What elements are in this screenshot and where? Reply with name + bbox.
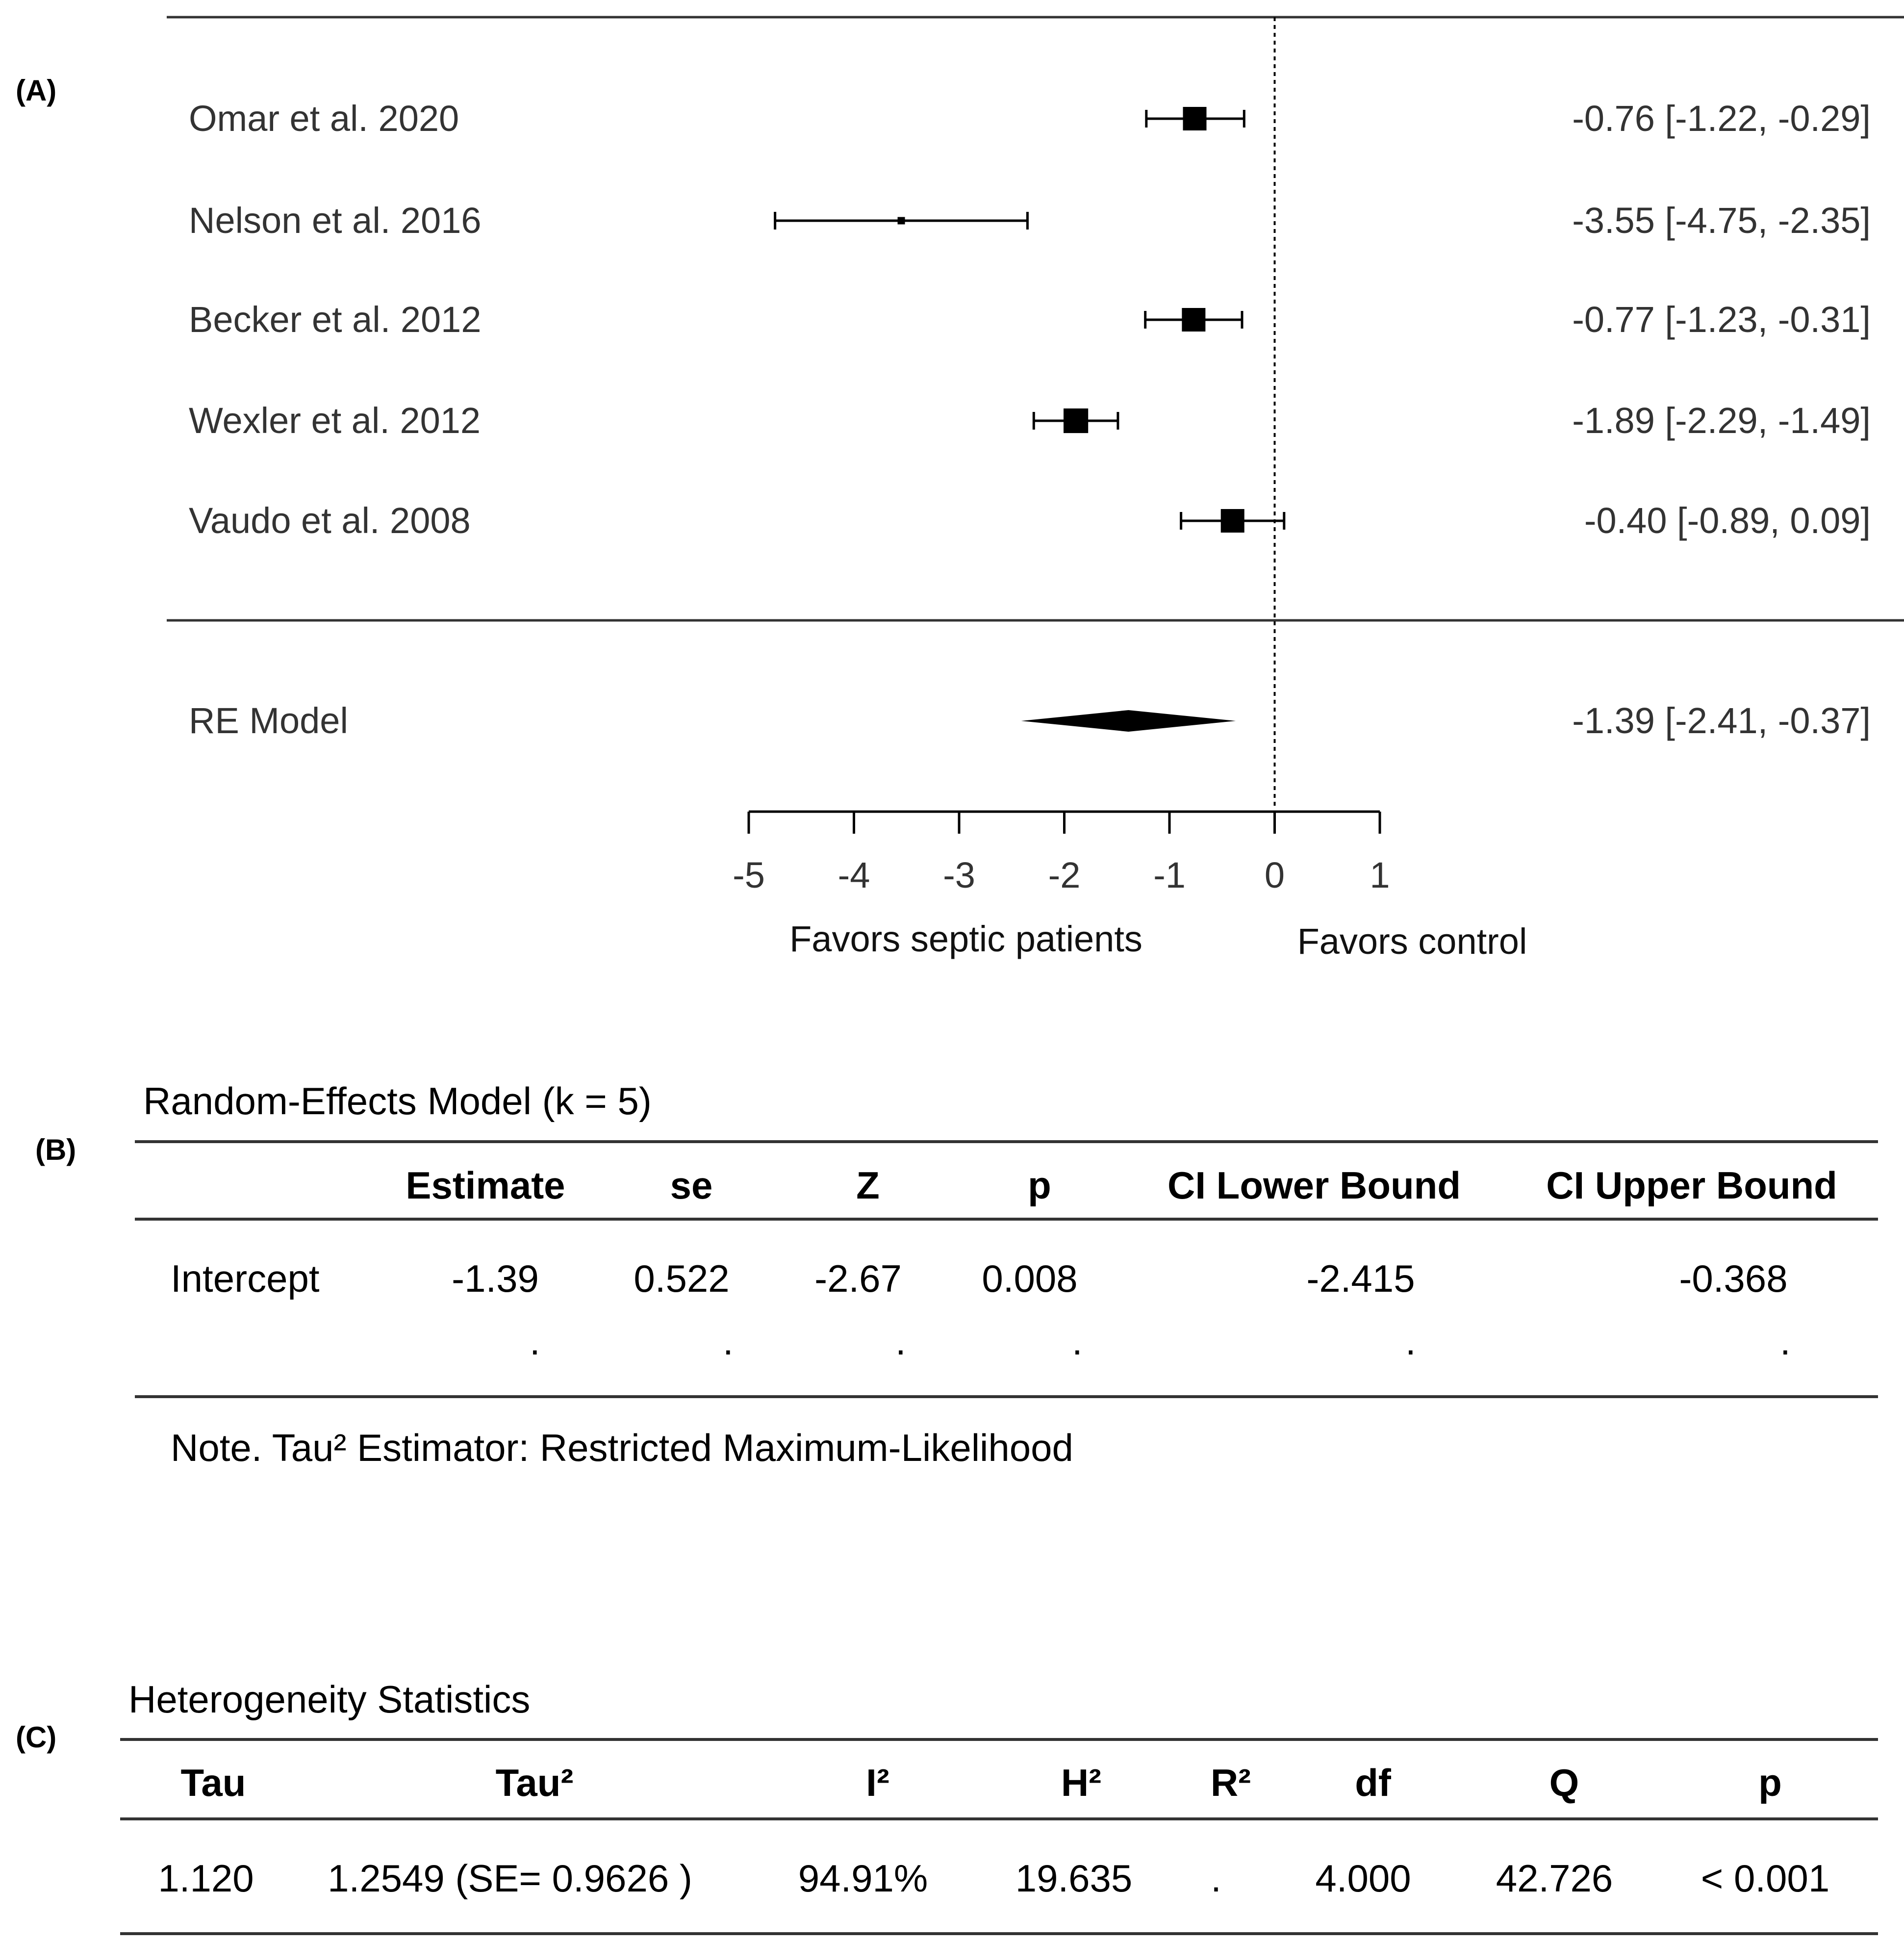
table-b-cell: 0.008: [982, 1257, 1078, 1300]
table-b-row-label: Intercept: [171, 1257, 320, 1300]
summary-text: -1.39 [-2.41, -0.37]: [1572, 700, 1871, 741]
table-b-header: Z: [856, 1164, 880, 1207]
point-estimate: [1182, 308, 1206, 332]
study-label: Nelson et al. 2016: [189, 200, 482, 241]
table-c-header: Tau: [180, 1761, 246, 1804]
study-label: Becker et al. 2012: [189, 299, 481, 340]
favors-right-label: Favors control: [1297, 921, 1527, 962]
summary-diamond: [1021, 710, 1236, 732]
table-c-cell: 4.000: [1315, 1857, 1411, 1900]
table-c-header: p: [1758, 1761, 1782, 1804]
table-b-note: Note. Tau² Estimator: Restricted Maximum…: [171, 1426, 1073, 1469]
table-b-dot: .: [530, 1320, 540, 1363]
table-b-dot: .: [723, 1320, 734, 1363]
x-tick-label: -1: [1153, 855, 1186, 895]
table-c-cell: 1.2549 (SE= 0.9626 ): [328, 1857, 692, 1900]
table-b-header: se: [670, 1164, 713, 1207]
table-b-dot: .: [1072, 1320, 1083, 1363]
table-c-cell: 1.120: [158, 1857, 254, 1900]
panel-label-b: (B): [35, 1133, 76, 1166]
estimate-text: -0.40 [-0.89, 0.09]: [1584, 500, 1871, 541]
estimate-text: -1.89 [-2.29, -1.49]: [1572, 400, 1871, 441]
x-tick-label: 0: [1265, 855, 1285, 895]
estimate-text: -0.76 [-1.22, -0.29]: [1572, 98, 1871, 139]
table-b-title: Random-Effects Model (k = 5): [143, 1079, 652, 1123]
favors-left-label: Favors septic patients: [789, 919, 1142, 959]
table-b-header: p: [1028, 1164, 1051, 1207]
panel-label-c: (C): [16, 1721, 57, 1754]
summary-label: RE Model: [189, 700, 348, 741]
table-b-dot: .: [1780, 1320, 1791, 1363]
table-c-title: Heterogeneity Statistics: [128, 1678, 531, 1721]
table-b-cell: -1.39: [452, 1257, 539, 1300]
panel-label-a: (A): [16, 74, 57, 107]
table-c-cell: 42.726: [1496, 1857, 1613, 1900]
study-label: Vaudo et al. 2008: [189, 500, 471, 541]
study-label: Omar et al. 2020: [189, 98, 459, 139]
table-b-cell: -0.368: [1679, 1257, 1788, 1300]
table-b-cell: -2.67: [814, 1257, 902, 1300]
table-b-header-rule: [135, 1218, 1878, 1221]
table-c-header: df: [1355, 1761, 1391, 1804]
table-c-top-rule: [120, 1738, 1878, 1741]
study-label: Wexler et al. 2012: [189, 400, 481, 441]
table-b-header: Estimate: [406, 1164, 565, 1207]
table-c-bottom-rule: [120, 1932, 1878, 1935]
x-tick-label: -2: [1048, 855, 1081, 895]
point-estimate: [897, 217, 905, 225]
table-c-header-rule: [120, 1817, 1878, 1820]
x-tick-label: -3: [943, 855, 975, 895]
table-b-header: CI Upper Bound: [1546, 1164, 1837, 1207]
table-c-header: Q: [1549, 1761, 1579, 1804]
x-tick-label: 1: [1370, 855, 1390, 895]
estimate-text: -0.77 [-1.23, -0.31]: [1572, 299, 1871, 340]
table-b-bottom-rule: [135, 1395, 1878, 1398]
table-c-header: R²: [1210, 1761, 1251, 1804]
x-tick-label: -4: [838, 855, 870, 895]
table-b-dot: .: [895, 1320, 906, 1363]
point-estimate: [1063, 408, 1089, 434]
table-b-dot: .: [1405, 1320, 1416, 1363]
table-c-header: Tau²: [495, 1761, 574, 1804]
table-b-cell: -2.415: [1306, 1257, 1415, 1300]
table-c-cell: < 0.001: [1701, 1857, 1830, 1900]
table-c-cell: 19.635: [1015, 1857, 1133, 1900]
table-c-header: I²: [866, 1761, 889, 1804]
table-b-header: CI Lower Bound: [1168, 1164, 1461, 1207]
table-c-cell: .: [1211, 1857, 1221, 1900]
forest-plot: Omar et al. 2020 -0.76 [-1.22, -0.29] Nels…: [167, 16, 1904, 962]
table-b-top-rule: [135, 1140, 1878, 1143]
point-estimate: [1220, 509, 1244, 533]
table-c-header: H²: [1061, 1761, 1102, 1804]
table-c-cell: 94.91%: [798, 1857, 928, 1900]
x-tick-label: -5: [733, 855, 765, 895]
point-estimate: [1183, 107, 1207, 130]
table-b-cell: 0.522: [634, 1257, 730, 1300]
estimate-text: -3.55 [-4.75, -2.35]: [1572, 200, 1871, 241]
